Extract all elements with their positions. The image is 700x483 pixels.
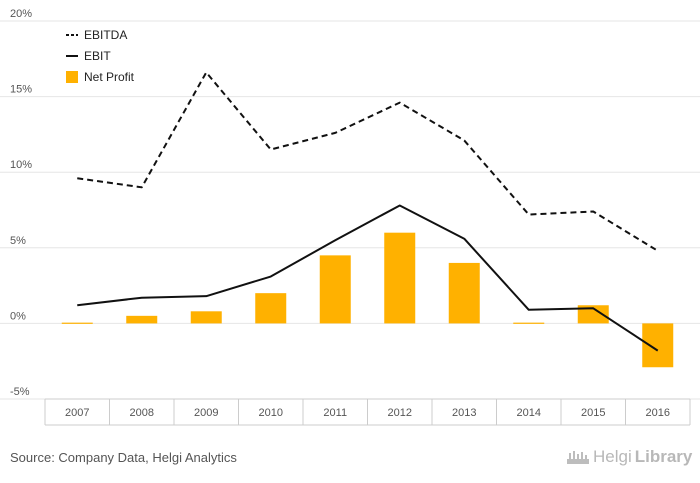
axes: 20% 15% 10% 5% 0% -5% 2007 2008 2009 2010 2011 2012… [10,8,691,426]
y-tick-label: 10% [10,159,32,171]
net-profit-bar [513,322,545,324]
net-profit-bar [384,232,416,324]
source-note: Source: Company Data, Helgi Analytics [10,450,237,465]
chart: 20% 15% 10% 5% 0% -5% 2007 2008 2009 2010 2011 2012… [0,8,700,426]
legend-label-net-profit: Net Profit [84,70,135,84]
legend-swatch-net-profit [66,71,78,83]
legend-label-ebitda: EBITDA [84,28,127,42]
x-tick-label: 2010 [259,407,283,419]
x-tick-label: 2008 [130,407,154,419]
library-logo-icon [567,451,589,464]
x-tick-label: 2016 [646,407,670,419]
net-profit-bars [61,232,674,368]
net-profit-bar [61,322,93,324]
net-profit-bar [190,311,222,324]
y-tick-label: 0% [10,310,26,322]
series-lines [77,71,659,352]
x-tick-label: 2014 [517,407,541,419]
y-tick-label: 15% [10,84,32,96]
x-tick-label: 2015 [581,407,605,419]
ebit-line [77,204,659,352]
net-profit-bar [255,293,287,324]
x-tick-label: 2013 [452,407,476,419]
x-tick-label: 2009 [194,407,218,419]
x-tick-label: 2011 [323,407,347,419]
helgi-library-logo: Helgi Library [566,447,692,467]
y-tick-label: 5% [10,235,26,247]
net-profit-bar [642,323,674,368]
x-tick-label: 2007 [65,407,89,419]
net-profit-bar [577,305,609,324]
net-profit-bar [126,315,158,324]
y-tick-label: 20% [10,8,32,20]
net-profit-bar [448,262,480,324]
logo-text-helgi: Helgi [593,447,632,466]
x-tick-label: 2012 [388,407,412,419]
legend: EBITDA EBIT Net Profit [66,28,135,84]
logo-text-library: Library [634,447,693,466]
ebitda-line [77,71,659,252]
y-tick-label: -5% [10,386,30,398]
net-profit-bar [319,255,351,324]
legend-label-ebit: EBIT [84,49,111,63]
